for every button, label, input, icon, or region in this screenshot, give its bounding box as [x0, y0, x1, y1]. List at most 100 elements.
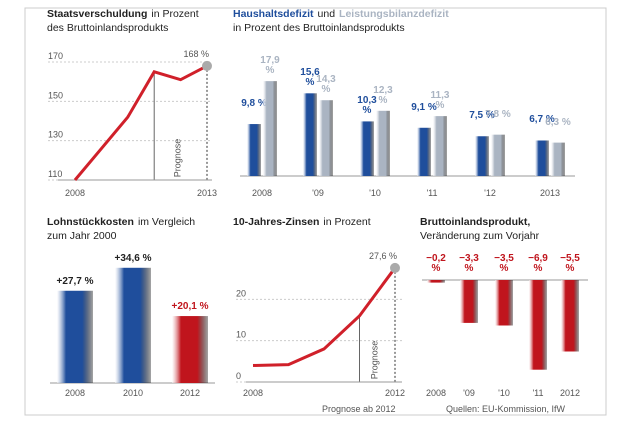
y-tick-label: 150 [48, 90, 63, 100]
x-tick-label: '09 [463, 388, 475, 398]
bar [433, 116, 447, 176]
line [252, 267, 397, 367]
value-label: 168 % [183, 49, 209, 59]
value-label-box: 7,5 % [469, 111, 495, 122]
title: Lohnstückkosten [47, 216, 134, 228]
bar [529, 280, 547, 370]
bar [551, 142, 565, 176]
value-label: 9,1 % [411, 102, 437, 113]
x-tick-label: '11 [532, 388, 543, 398]
value-label: 12,3 % [373, 85, 393, 106]
value-label-box: 9,1 % [411, 102, 437, 113]
title: Staatsverschuldung [47, 8, 147, 20]
x-tick-label: '10 [498, 388, 510, 398]
x-tick-label: 2008 [426, 388, 446, 398]
value-label: +20,1 % [171, 302, 209, 313]
y-tick-label: 130 [48, 130, 63, 140]
bar [417, 127, 431, 176]
value-label-box: −3,3 % [459, 254, 479, 274]
y-tick-label: 20 [236, 288, 246, 298]
value-label: +27,7 % [56, 276, 94, 287]
value-label: 27,6 % [369, 251, 397, 261]
bar [172, 316, 208, 383]
value-label: 6,3 % [545, 117, 571, 128]
y-tick-label: 10 [236, 330, 246, 340]
bar [376, 110, 390, 176]
value-label: 9,8 % [241, 99, 267, 110]
title-suffix: in Prozent [151, 8, 198, 20]
title-connector: und [318, 8, 336, 20]
y-tick-label: 110 [48, 169, 62, 179]
title-suffix: in Prozent [323, 216, 370, 228]
value-label: +34,6 % [114, 253, 152, 264]
legend-entry: Leistungsbilanzdefizit [339, 8, 449, 20]
x-tick-label: '10 [369, 188, 381, 198]
subtitle: des Bruttoinlandsprodukts [47, 22, 168, 34]
value-label-box: −5,5 % [560, 254, 580, 274]
value-label-box: +27,7 % [56, 276, 94, 287]
value-label-box: 9,8 % [241, 99, 267, 110]
value-label-box: 10,3 % [357, 96, 377, 117]
value-label: −3,3 % [459, 254, 479, 274]
value-label: 10,3 % [357, 96, 377, 117]
title: 10-Jahres-Zinsen [233, 216, 319, 228]
x-tick-label: 2008 [243, 388, 263, 398]
value-label: −0,2 % [426, 254, 446, 274]
annotation: Prognose [369, 341, 379, 380]
bar [303, 93, 317, 176]
note: Prognose ab 2012 [322, 404, 396, 414]
bar [475, 136, 489, 176]
value-label-box: 7,8 % [485, 110, 511, 120]
value-label-box: 12,3 % [373, 85, 393, 106]
x-tick-label: 2012 [180, 388, 200, 398]
chart-title: 10-Jahres-Zinsen in Prozent [233, 216, 371, 228]
value-label-box: 6,7 % [529, 115, 555, 126]
value-label-box: −0,2 % [426, 254, 446, 274]
value-label: −6,9 % [528, 254, 548, 274]
x-tick-label: '09 [312, 188, 324, 198]
legend-entry: Haushaltsdefizit [233, 8, 314, 20]
value-label: −5,5 % [560, 254, 580, 274]
bar [535, 140, 549, 176]
x-tick-label: 2012 [560, 388, 580, 398]
subtitle: in Prozent des Bruttoinlandsprodukts [233, 22, 405, 34]
bar [360, 121, 374, 176]
value-label-box: +20,1 % [171, 302, 209, 313]
x-tick-label: 2008 [252, 188, 272, 198]
value-label: −3,5 % [494, 254, 514, 274]
x-tick-label: '12 [484, 188, 496, 198]
value-label-box: 11,3 % [430, 91, 450, 112]
end-point [202, 60, 212, 71]
value-label-box: +34,6 % [114, 253, 152, 264]
y-tick-label: 0 [236, 371, 241, 381]
annotation: Prognose [173, 139, 183, 178]
bar [427, 280, 445, 283]
value-label: 11,3 % [430, 91, 450, 112]
chart-title: Haushaltsdefizit und Leistungsbilanzdefizi… [233, 8, 449, 20]
value-label-box: 14,3 % [316, 75, 336, 96]
title-suffix: im Vergleich [138, 216, 195, 228]
subtitle: zum Jahr 2000 [47, 230, 117, 242]
bar [247, 124, 261, 176]
bar [263, 81, 277, 176]
chart-title: Bruttoinlandsprodukt, [420, 216, 530, 228]
value-label: 7,5 % [469, 111, 495, 122]
bar [460, 280, 478, 323]
value-label: 14,3 % [316, 75, 336, 96]
bar [491, 134, 505, 176]
value-label: 17,9 % [260, 56, 280, 77]
x-tick-label: 2008 [65, 388, 85, 398]
value-label-box: −6,9 % [528, 254, 548, 274]
bar [495, 280, 513, 326]
x-tick-label: 2013 [197, 188, 217, 198]
value-label-box: 15,6 % [300, 68, 319, 88]
x-tick-label: 2013 [540, 188, 560, 198]
bar [319, 100, 333, 176]
bar [57, 290, 93, 383]
end-point [390, 262, 400, 273]
value-label-box: 17,9 % [260, 56, 280, 77]
value-label-box: 6,3 % [545, 117, 571, 128]
value-label: 6,7 % [529, 115, 555, 126]
